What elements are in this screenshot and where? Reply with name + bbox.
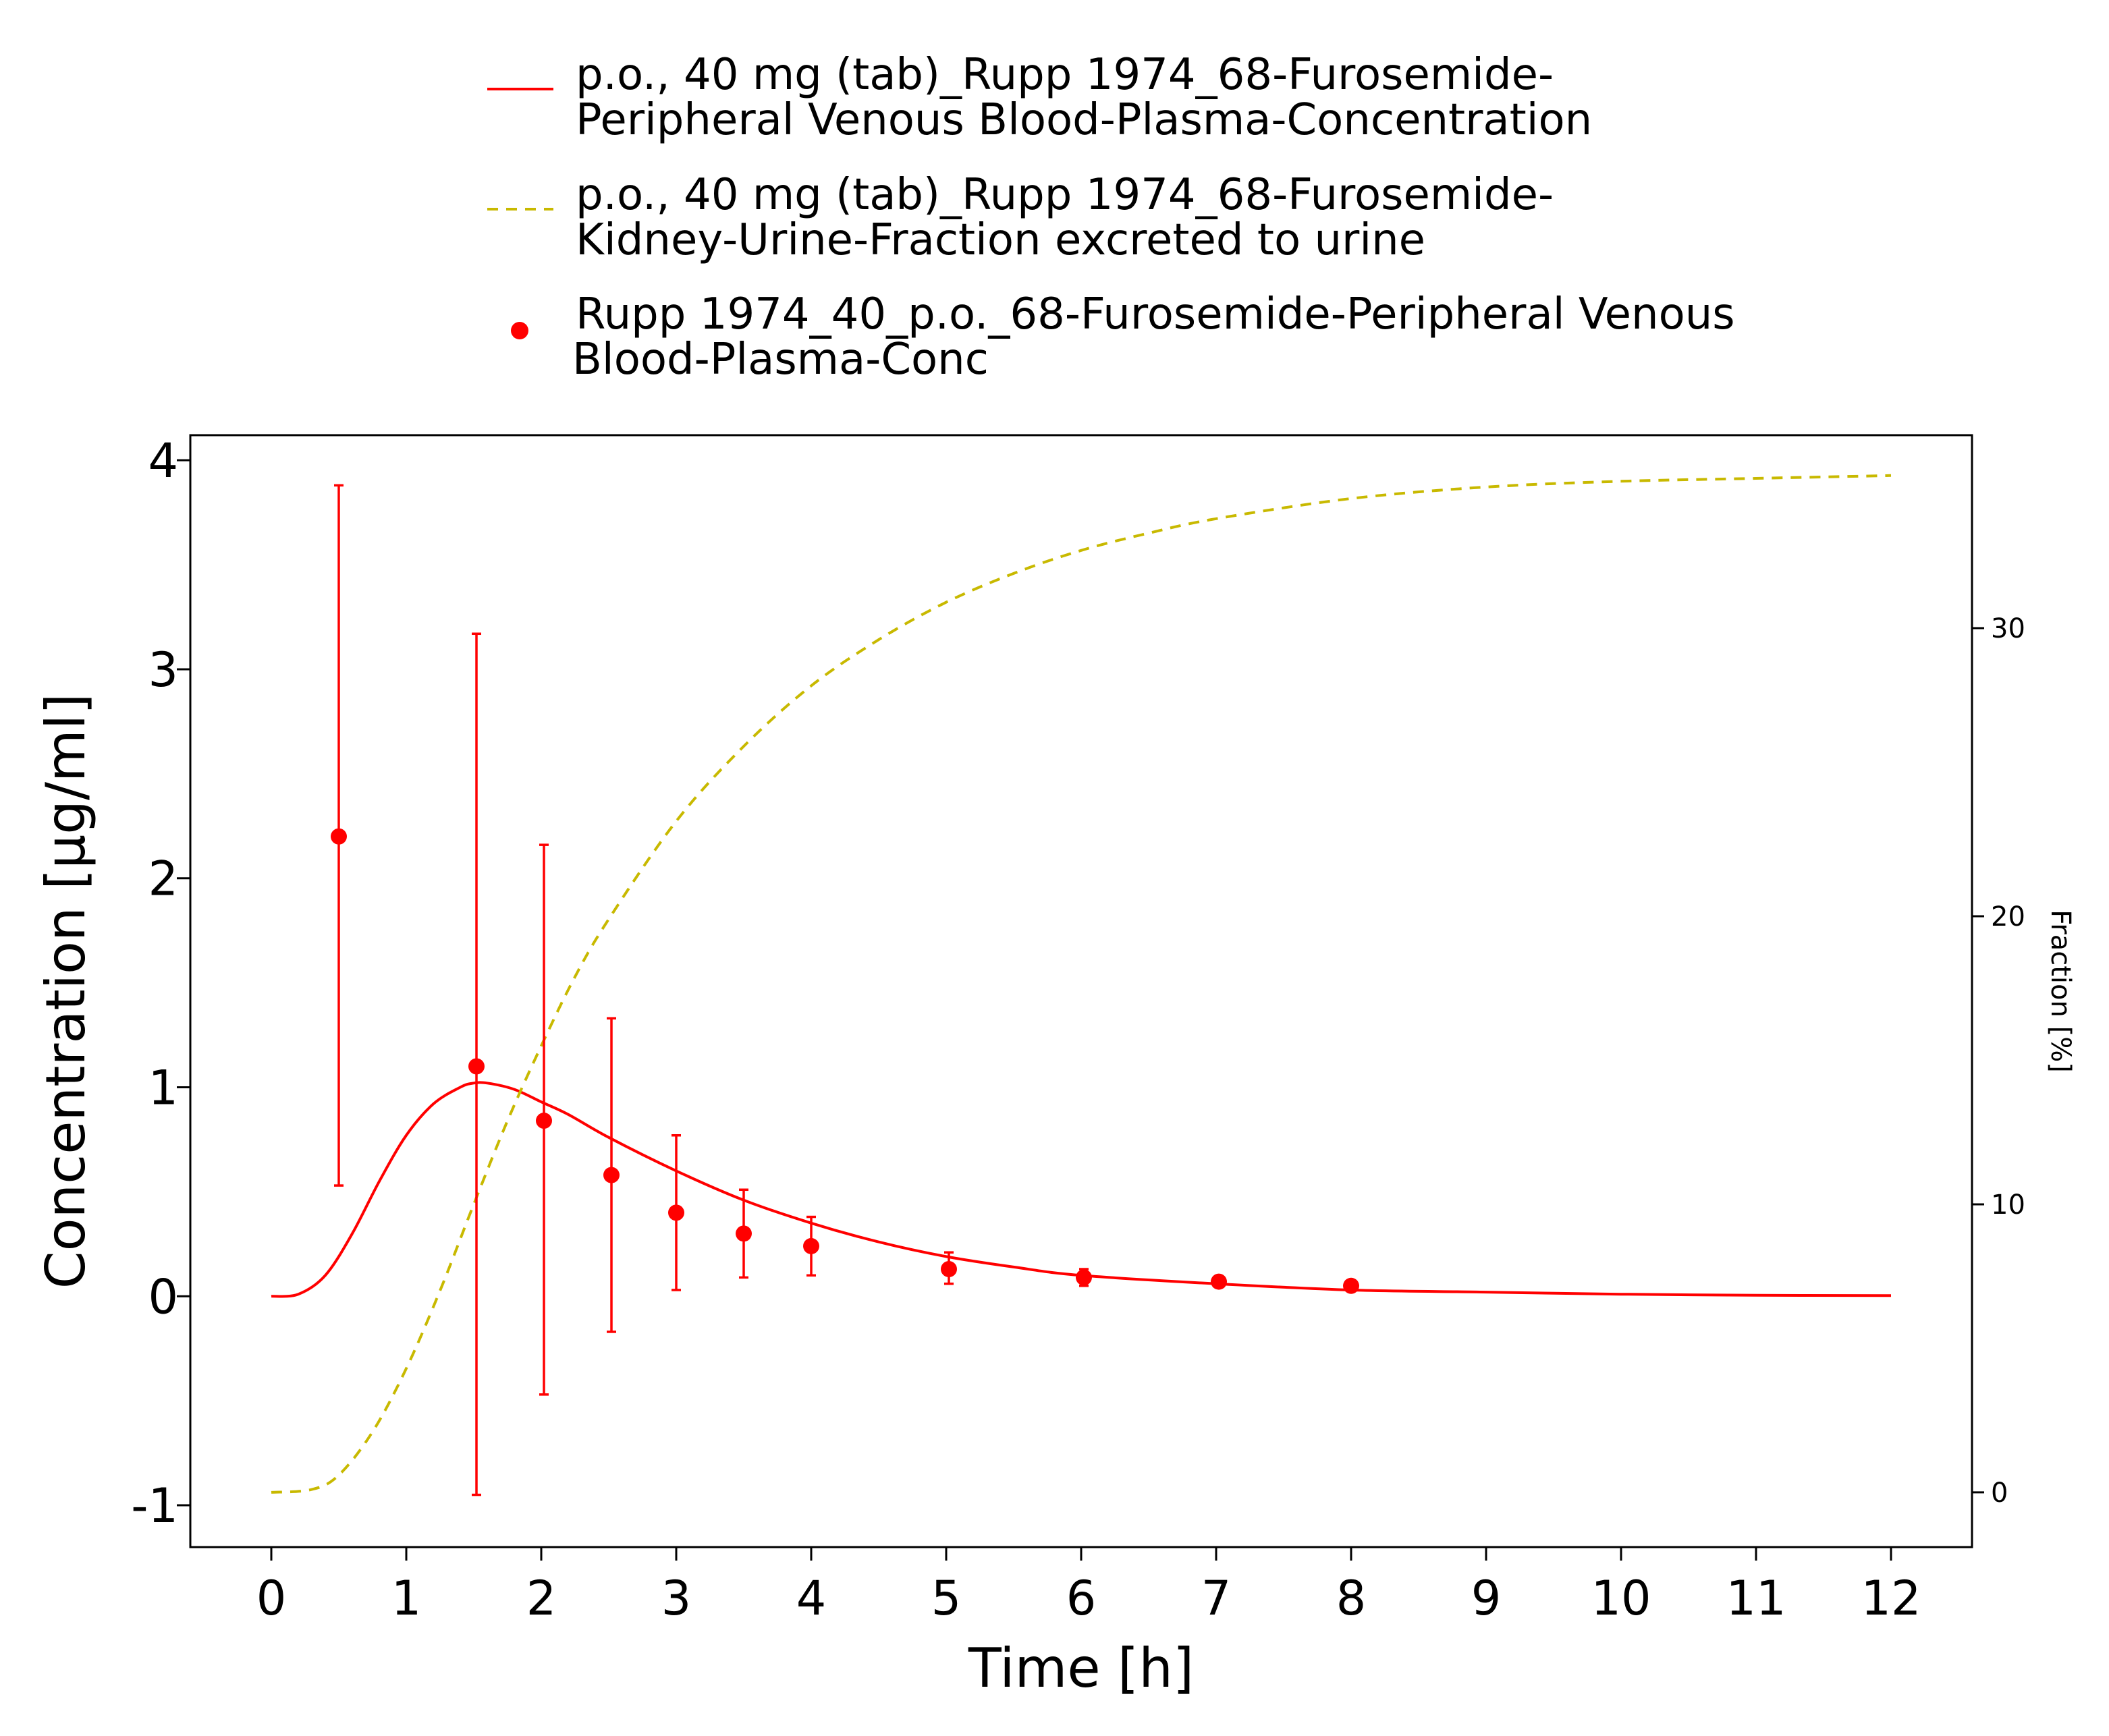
y2-tick-label: 20 [1991, 901, 2025, 932]
x-tick-label: 10 [1591, 1571, 1651, 1626]
data-point [468, 1058, 485, 1075]
data-point [736, 1225, 752, 1242]
data-point [803, 1237, 819, 1254]
series-layer [271, 474, 1892, 1494]
y-tick-label: 2 [148, 851, 178, 907]
data-point [331, 828, 347, 845]
data-point [536, 1113, 552, 1129]
data-point [1211, 1273, 1227, 1290]
y-axis-right: 0 10 20 30 [1972, 613, 2025, 1509]
legend-marker [511, 322, 528, 339]
legend: p.o., 40 mg (tab)_Rupp 1974_68-Furosemid… [487, 50, 1735, 385]
x-tick-label: 12 [1861, 1571, 1921, 1626]
legend-item: p.o., 40 mg (tab)_Rupp 1974_68-Furosemid… [487, 50, 1592, 145]
x-tick-label: 4 [796, 1571, 827, 1626]
legend-label: p.o., 40 mg (tab)_Rupp 1974_68-Furosemid… [576, 50, 1554, 100]
x-tick-label: 2 [526, 1571, 557, 1626]
observations-layer [331, 484, 1359, 1496]
y2-tick-label: 0 [1991, 1478, 2008, 1509]
x-tick-label: 7 [1201, 1571, 1232, 1626]
y2-axis-title: Fraction [%] [2045, 909, 2076, 1073]
x-tick-label: 11 [1726, 1571, 1786, 1626]
y2-tick-label: 30 [1991, 613, 2025, 644]
y-tick-label: 4 [148, 433, 178, 488]
x-tick-label: 9 [1471, 1571, 1502, 1626]
y-axis-left: -1 0 1 2 3 4 [131, 433, 190, 1534]
legend-label: Kidney-Urine-Fraction excreted to urine [576, 215, 1425, 265]
x-tick-label: 6 [1066, 1571, 1097, 1626]
x-axis-title: Time [h] [968, 1637, 1194, 1700]
data-point [941, 1261, 957, 1277]
legend-label: Blood-Plasma-Conc [572, 335, 989, 385]
y-tick-label: -1 [131, 1478, 178, 1534]
data-point [1343, 1277, 1359, 1294]
data-point [668, 1204, 684, 1221]
y2-tick-label: 10 [1991, 1189, 2025, 1221]
plot-frame [189, 434, 1973, 1548]
x-tick-label: 5 [931, 1571, 962, 1626]
y-tick-label: 1 [148, 1060, 178, 1115]
x-tick-label: 8 [1336, 1571, 1367, 1626]
y-tick-label: 0 [148, 1269, 178, 1324]
series-line-sim_plasma [271, 1081, 1892, 1298]
series-line-sim_urine [271, 474, 1892, 1494]
data-point [603, 1167, 620, 1183]
x-tick-label: 1 [391, 1571, 422, 1626]
y-axis-title: Concentration [µg/ml] [34, 694, 97, 1289]
legend-item: Rupp 1974_40_p.o._68-Furosemide-Peripher… [511, 289, 1735, 385]
legend-label: Rupp 1974_40_p.o._68-Furosemide-Peripher… [576, 289, 1735, 339]
data-point [1076, 1269, 1092, 1286]
y-tick-label: 3 [148, 642, 178, 698]
legend-label: Peripheral Venous Blood-Plasma-Concentra… [576, 95, 1592, 145]
legend-item: p.o., 40 mg (tab)_Rupp 1974_68-Furosemid… [487, 170, 1554, 265]
x-tick-label: 0 [256, 1571, 287, 1626]
x-axis: 0 1 2 3 4 5 6 7 8 9 10 11 12 [256, 1547, 1921, 1626]
legend-label: p.o., 40 mg (tab)_Rupp 1974_68-Furosemid… [576, 170, 1554, 220]
x-tick-label: 3 [661, 1571, 692, 1626]
